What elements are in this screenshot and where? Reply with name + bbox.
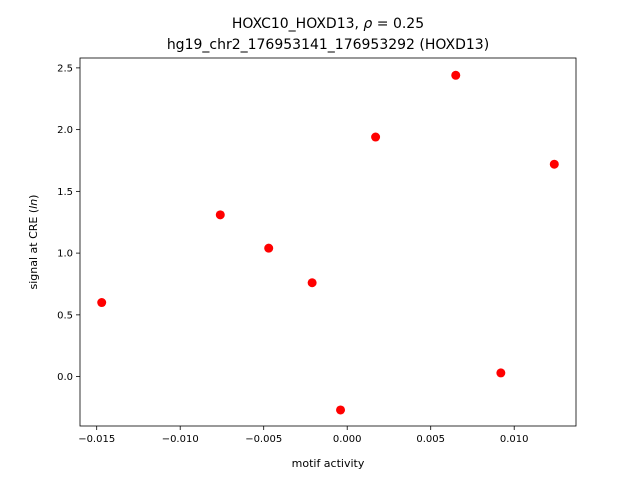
y-tick-label: 0.5 xyxy=(57,310,73,321)
chart-title-line1: HOXC10_HOXD13, ρ = 0.25 xyxy=(232,16,424,32)
data-point xyxy=(496,368,506,378)
y-tick-label: 2.5 xyxy=(57,63,73,74)
data-point xyxy=(215,210,225,220)
x-tick-label: −0.010 xyxy=(162,434,199,445)
data-point xyxy=(97,298,107,308)
x-axis-label: motif activity xyxy=(292,457,365,470)
y-tick-label: 1.5 xyxy=(57,187,73,198)
data-point xyxy=(307,278,317,288)
chart-title-line2: hg19_chr2_176953141_176953292 (HOXD13) xyxy=(167,37,489,53)
data-point xyxy=(451,70,461,80)
x-tick-label: 0.005 xyxy=(416,434,445,445)
data-point xyxy=(264,243,274,253)
y-tick-label: 0.0 xyxy=(57,372,73,383)
axes-frame xyxy=(79,57,577,427)
y-axis-label: signal at CRE (ln) xyxy=(27,195,40,290)
data-point xyxy=(549,159,559,169)
x-tick-label: 0.000 xyxy=(333,434,362,445)
data-point xyxy=(371,132,381,142)
plot-area: −0.015 −0.010 −0.005 0.000 0.005 0.010 0.0 0.5 1… xyxy=(57,57,577,445)
y-tick-label: 2.0 xyxy=(57,125,73,136)
x-tick-label: −0.015 xyxy=(78,434,115,445)
y-tick-label: 1.0 xyxy=(57,249,73,260)
data-point xyxy=(336,405,346,415)
x-tick-label: 0.010 xyxy=(500,434,529,445)
x-tick-label: −0.005 xyxy=(245,434,282,445)
